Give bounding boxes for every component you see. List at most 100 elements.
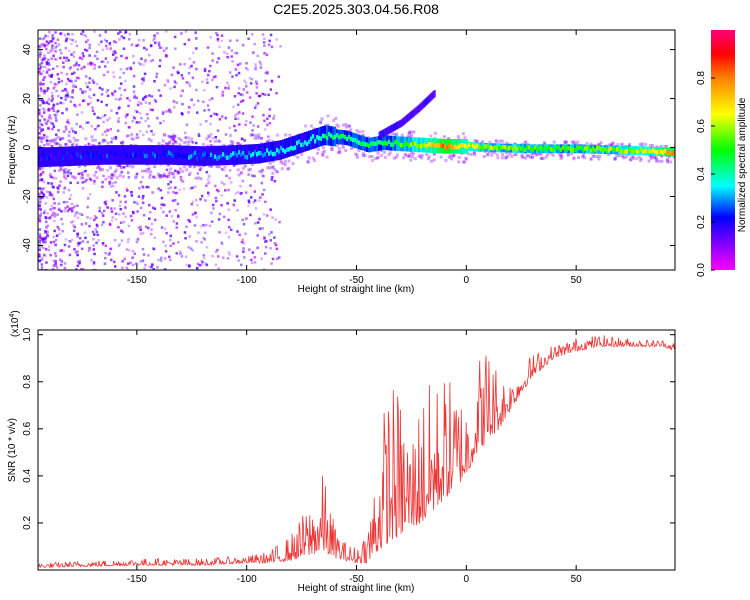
noise-speckle	[115, 111, 119, 115]
noise-speckle	[216, 129, 220, 132]
noise-speckle	[82, 99, 86, 102]
band-halo-speck	[622, 156, 626, 160]
band-halo-speck	[407, 154, 411, 158]
noise-speckle	[79, 237, 82, 240]
ridge-center-cell	[508, 145, 511, 151]
snr-y-tick-label: 0.6	[22, 421, 33, 435]
noise-speckle	[45, 62, 49, 65]
noise-speckle	[101, 185, 104, 188]
noise-speckle	[198, 263, 202, 267]
ridge-center-cell	[656, 150, 659, 155]
band-halo-speck	[439, 155, 443, 159]
ridge-core-cell	[226, 145, 229, 166]
noise-speckle	[98, 209, 101, 213]
noise-speckle	[109, 223, 112, 226]
noise-speckle	[210, 211, 213, 215]
noise-speckle	[142, 214, 146, 217]
colorbar: 0.00.20.40.60.8 Normalized spectral ampl…	[696, 30, 748, 277]
noise-speckle	[221, 90, 225, 94]
band-halo-speck	[408, 130, 412, 134]
noise-speckle	[68, 197, 72, 201]
noise-speckle	[199, 198, 202, 201]
noise-speckle	[169, 186, 173, 189]
noise-speckle	[59, 168, 62, 171]
noise-speckle	[106, 70, 110, 74]
noise-speckle	[222, 215, 226, 219]
noise-speckle	[52, 176, 55, 180]
noise-speckle	[93, 252, 96, 256]
noise-speckle	[39, 173, 43, 176]
noise-speckle	[64, 98, 68, 101]
noise-speckle	[75, 61, 78, 64]
noise-speckle	[110, 210, 114, 213]
spectrogram-x-ticks: -150 -100 -50 0 50	[127, 30, 582, 286]
band-halo-speck	[666, 159, 669, 163]
noise-speckle	[156, 32, 159, 35]
noise-speckle	[60, 71, 63, 75]
noise-speckle	[125, 113, 128, 117]
noise-speckle	[40, 263, 44, 266]
band-halo-speck	[649, 155, 653, 159]
band-halo-speck	[321, 153, 325, 157]
ridge-center-cell	[146, 153, 149, 159]
noise-speckle	[38, 44, 41, 48]
band-halo-speck	[520, 155, 524, 159]
ridge-core-cell	[312, 129, 315, 149]
noise-speckle	[273, 236, 276, 239]
noise-speckle	[148, 53, 151, 57]
noise-speckle	[270, 178, 274, 181]
noise-speckle	[122, 36, 126, 40]
noise-speckle	[61, 89, 64, 93]
noise-speckle	[192, 103, 196, 107]
noise-speckle	[80, 213, 84, 216]
noise-speckle	[155, 72, 159, 76]
noise-speckle	[150, 265, 153, 269]
noise-speckle	[70, 96, 73, 99]
ridge-center-cell	[356, 139, 359, 144]
noise-speckle	[160, 46, 163, 50]
noise-speckle	[71, 91, 74, 94]
noise-speckle	[95, 50, 99, 54]
noise-speckle	[250, 196, 253, 199]
band-halo-speck	[669, 160, 673, 164]
noise-speckle	[227, 251, 231, 254]
noise-speckle	[147, 226, 150, 230]
noise-speckle	[85, 121, 88, 125]
ridge-center-cell	[662, 150, 665, 155]
snr-y-axis-label: SNR (10 * v/v)	[7, 418, 18, 482]
band-halo-speck	[630, 155, 634, 159]
noise-speckle	[230, 181, 233, 184]
ridge-center-cell	[398, 141, 401, 147]
noise-speckle	[190, 98, 193, 102]
band-halo-speck	[392, 156, 396, 160]
ridge-center-cell	[488, 145, 491, 150]
noise-speckle	[125, 135, 128, 138]
noise-speckle	[261, 92, 264, 96]
band-halo-speck	[585, 141, 589, 145]
ridge-center-cell	[56, 153, 59, 158]
noise-speckle	[102, 115, 105, 118]
noise-speckle	[51, 214, 54, 217]
ridge-center-cell	[672, 150, 675, 155]
noise-speckle	[75, 211, 79, 214]
noise-speckle	[146, 117, 150, 120]
band-halo-speck	[566, 153, 570, 157]
noise-speckle	[74, 79, 77, 83]
noise-speckle	[220, 241, 223, 244]
noise-speckle	[177, 214, 180, 217]
band-halo-speck	[291, 162, 295, 165]
ridge-center-cell	[326, 135, 329, 141]
noise-speckle	[238, 143, 242, 146]
ridge-center-cell	[104, 150, 107, 155]
noise-speckle	[235, 51, 239, 55]
noise-speckle	[149, 60, 153, 63]
ridge-center-cell	[266, 148, 269, 153]
ridge-center-cell	[206, 152, 209, 158]
noise-speckle	[120, 141, 123, 145]
noise-speckle	[211, 59, 214, 62]
band-halo-speck	[338, 150, 342, 153]
noise-speckle	[101, 214, 105, 217]
band-halo-speck	[101, 168, 105, 171]
noise-speckle	[157, 89, 161, 92]
band-halo-speck	[655, 158, 659, 162]
